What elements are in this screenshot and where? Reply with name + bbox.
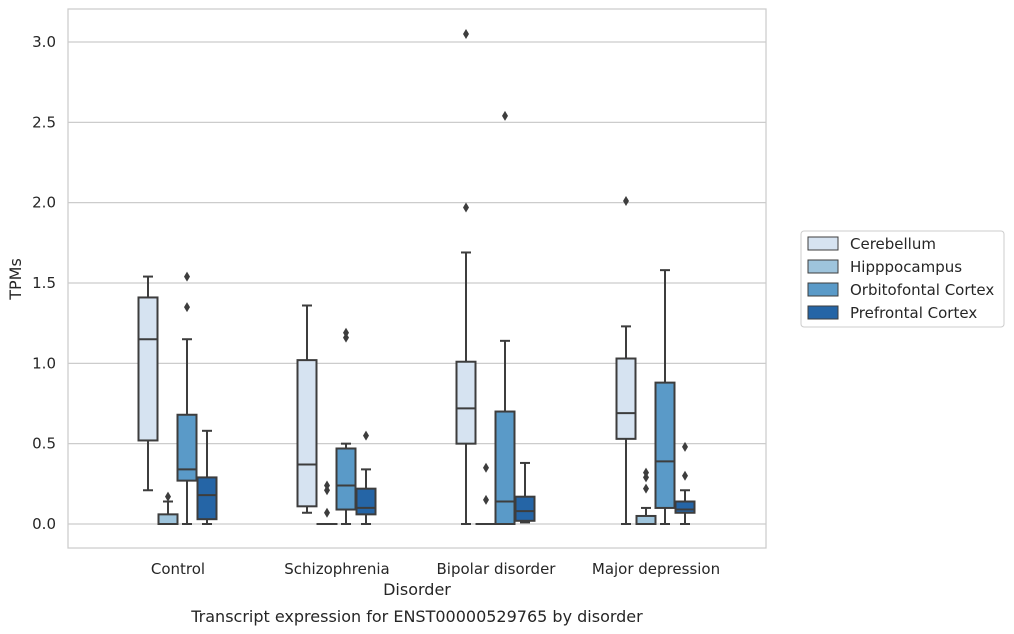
box-iqr (615, 357, 637, 440)
y-tick-labels: 0.0 0.5 1.0 1.5 2.0 2.5 3.0 (32, 33, 56, 533)
legend-swatch (807, 305, 839, 320)
box-group (455, 28, 477, 525)
box-iqr (176, 413, 198, 482)
chart-caption: Transcript expression for ENST0000052976… (190, 607, 643, 626)
box-group (157, 491, 179, 525)
outlier-point (502, 110, 508, 121)
box-iqr (635, 514, 657, 526)
box-group (335, 327, 357, 525)
outlier-point (184, 271, 190, 282)
series-group (196, 429, 696, 525)
x-tick-labels: Control Schizophrenia Bipolar disorder Majo… (151, 560, 720, 578)
outlier-point (643, 483, 649, 494)
y-tick-label: 0.5 (32, 435, 56, 453)
y-axis-title: TPMs (6, 258, 25, 301)
box-group (654, 269, 676, 525)
box-group (137, 275, 159, 492)
legend-swatch (807, 236, 839, 251)
outlier-point (483, 494, 489, 505)
y-tick-label: 2.0 (32, 194, 56, 212)
box-iqr (335, 447, 357, 511)
outlier-point (682, 441, 688, 452)
x-tick-label: Major depression (592, 560, 720, 578)
box-series-layer (137, 28, 696, 526)
outlier-point (363, 430, 369, 441)
legend-swatch (807, 282, 839, 297)
outlier-point (184, 302, 190, 313)
y-tick-label: 1.0 (32, 354, 56, 372)
box-iqr (196, 476, 218, 521)
box-iqr (137, 296, 159, 442)
outlier-point (643, 467, 649, 478)
box-group (316, 480, 338, 526)
x-axis-title: Disorder (383, 580, 451, 599)
outlier-point (682, 470, 688, 481)
box-iqr (674, 500, 696, 514)
box-group (615, 196, 637, 525)
series-group (176, 110, 676, 525)
y-tick-label: 3.0 (32, 33, 56, 51)
legend-label: Orbitofontal Cortex (850, 281, 994, 299)
box-group (196, 429, 218, 525)
legend-label: Cerebellum (850, 235, 936, 253)
x-tick-label: Control (151, 560, 205, 578)
y-tick-label: 0.0 (32, 515, 56, 533)
outlier-point (463, 202, 469, 213)
y-tick-label: 1.5 (32, 274, 56, 292)
legend-frame (800, 230, 1005, 328)
box-iqr (494, 410, 516, 525)
outlier-point (463, 28, 469, 39)
legend: Cerebellum Hipppocampus Orbitofontal Corte… (800, 230, 1005, 328)
series-group (157, 462, 657, 526)
legend-swatch (807, 259, 839, 274)
outlier-point (343, 327, 349, 338)
y-tick-label: 2.5 (32, 113, 56, 131)
legend-label: Hipppocampus (850, 258, 962, 276)
outlier-point (324, 480, 330, 491)
box-group (355, 430, 377, 525)
x-tick-label: Bipolar disorder (437, 560, 557, 578)
box-group (494, 110, 516, 525)
outlier-point (623, 196, 629, 207)
box-group (514, 461, 536, 524)
box-iqr (514, 495, 536, 522)
legend-label: Prefrontal Cortex (850, 304, 977, 322)
box-group (296, 304, 318, 514)
box-group (176, 271, 198, 525)
box-group (674, 441, 696, 525)
series-group (137, 28, 637, 525)
box-iqr (355, 487, 377, 516)
legend-items: Cerebellum Hipppocampus Orbitofontal Corte… (807, 235, 994, 322)
box-iqr (455, 360, 477, 445)
box-group (635, 467, 657, 526)
outlier-point (165, 491, 171, 502)
plot-frame (67, 8, 767, 549)
outlier-point (483, 462, 489, 473)
outlier-point (324, 507, 330, 518)
box-iqr (157, 513, 179, 525)
x-tick-label: Schizophrenia (284, 560, 389, 578)
box-iqr (296, 359, 318, 508)
box-iqr (654, 381, 676, 509)
